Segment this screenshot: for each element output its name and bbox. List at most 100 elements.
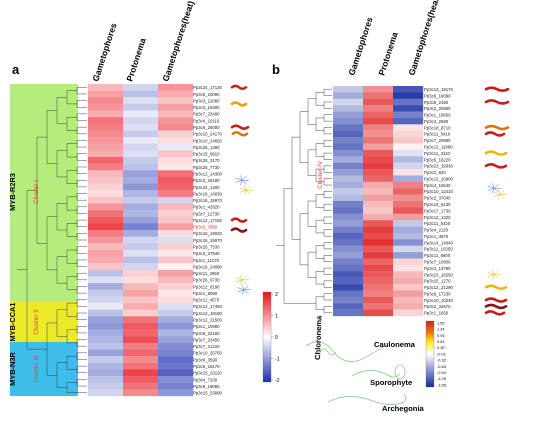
heatmap-cell [123,289,159,297]
burst-stroke [487,272,495,275]
gene-label: Pp3c16_14030 [193,191,223,196]
gene-label: Pp3c3_12080 [193,98,220,103]
gene-label: Pp3c6_16220 [424,157,451,162]
myb-cca1-band [10,301,78,342]
burst-stroke [241,279,247,284]
burst-stroke [487,274,495,277]
heatmap-cell [88,256,124,264]
heatmap-cell [393,213,424,221]
heatmap-cell [88,216,124,224]
heatmap-cell [88,283,124,290]
structure-icon [484,303,508,310]
heatmap-cell [393,258,424,266]
heatmap-cell [393,117,424,125]
heatmap-cell [158,157,194,164]
heatmap-cell [333,220,364,227]
gene-label: Pp3c2_820 [424,170,446,175]
heatmap-cell [363,258,394,266]
heatmap-cell [158,342,194,350]
gene-label: Pp3c9_10090 [193,92,220,97]
heatmap-cell [158,117,194,124]
heatmap-cell [363,284,394,291]
heatmap-cell [363,117,394,125]
burst-stroke [240,274,243,280]
heatmap-cell [363,264,394,272]
gene-label: Pp3c11_2960 [193,271,220,276]
burst-stroke [243,289,249,294]
gene-label: Pp3c3_15180 [193,178,220,183]
gene-label: Pp3c23_18250 [424,272,454,277]
gene-label: Pp3c15_23090 [193,391,223,396]
heatmap-cell [123,143,159,151]
heatmap-cell [123,329,159,337]
heatmap-cell [123,256,159,264]
structure-burst-icon [235,274,250,285]
gene-label: Pp3c10_10240 [424,298,454,303]
burst-stroke [245,190,251,195]
gene-label: Pp3c2_20860 [424,106,451,111]
heatmap-cell [363,143,394,151]
structure-burst-icon [487,269,502,280]
heatmap-cell [88,376,124,383]
gene-label: Pp3c11_5420 [424,221,451,226]
gene-label: Pp3c2_37040 [424,196,451,201]
heatmap-cell [88,210,124,217]
burst-stroke [242,284,245,290]
legend-tick-label: -1 [275,357,280,363]
tissue-archegonia: Archegonia [382,404,425,413]
heatmap-cell [88,123,124,131]
structure-icon [484,310,506,316]
heatmap-cell [123,137,159,144]
legend-tick-label: 0.93 [437,333,445,338]
heatmap-cell [363,194,394,202]
heatmap-cell [393,290,424,297]
structure-icon [230,227,248,233]
heatmap-cell [123,362,159,370]
heatmap-cell [333,105,364,112]
panel-b-label: b [272,62,280,77]
heatmap-cell [158,150,194,158]
gene-label: Pp3c3_37540 [193,251,220,256]
gene-label: Pp3c10_12410 [424,189,454,194]
heatmap-cell [158,183,194,191]
heatmap-cell [123,210,159,217]
heatmap-cell [363,201,394,208]
gene-label: Pp3c12_18180 [193,311,223,316]
heatmap-cell [158,356,194,363]
heatmap-cell [88,329,124,337]
heatmap-cell [363,309,394,317]
structure-icon [484,124,510,131]
gene-label: Pp3c24_1400 [193,185,220,190]
legend-tick-label: 0 [275,335,278,341]
heatmap-cell [88,97,124,105]
heatmap-cell [363,290,394,297]
heatmap-cell [363,252,394,259]
gene-label: Pp3c7_12730 [193,211,220,216]
legend-tick-label: 1 [275,314,278,320]
heatmap-cell [158,263,194,271]
heatmap-cell [123,283,159,290]
dendrogram-branches [276,88,332,314]
gene-label: Pp3c6_19090 [424,93,451,98]
structure-icon [484,297,508,303]
heatmap-cell [158,309,194,317]
panel-b-legend-ticks: 1.55 1.240.930.610.30-0.01 -0.32-0.63-0.94… [437,320,447,387]
heatmap-cell [88,263,124,271]
heatmap-cell [88,389,124,397]
gene-label: Pp3c12_21500 [193,318,223,323]
panel-a-col-gametophores: Gametophores [90,22,118,83]
heatmap-cell [88,362,124,370]
gene-label: Pp3c4_13790 [424,266,451,271]
sporophyte-capsule [394,364,406,380]
panel-a-column-headers: Gametophores Protonema Gametophores(heat… [90,0,196,83]
heatmap-cell [88,276,124,284]
heatmap-cell [88,190,124,198]
heatmap-cell [333,309,364,317]
heatmap-cell [333,169,364,176]
heatmap-cell [123,369,159,377]
heatmap-cell [393,303,424,310]
heatmap-cell [123,90,159,98]
gene-label: Pp3c4_16540 [424,183,451,188]
heatmap-cell [158,389,194,397]
gene-label: Pp3c11_10350 [424,247,453,252]
